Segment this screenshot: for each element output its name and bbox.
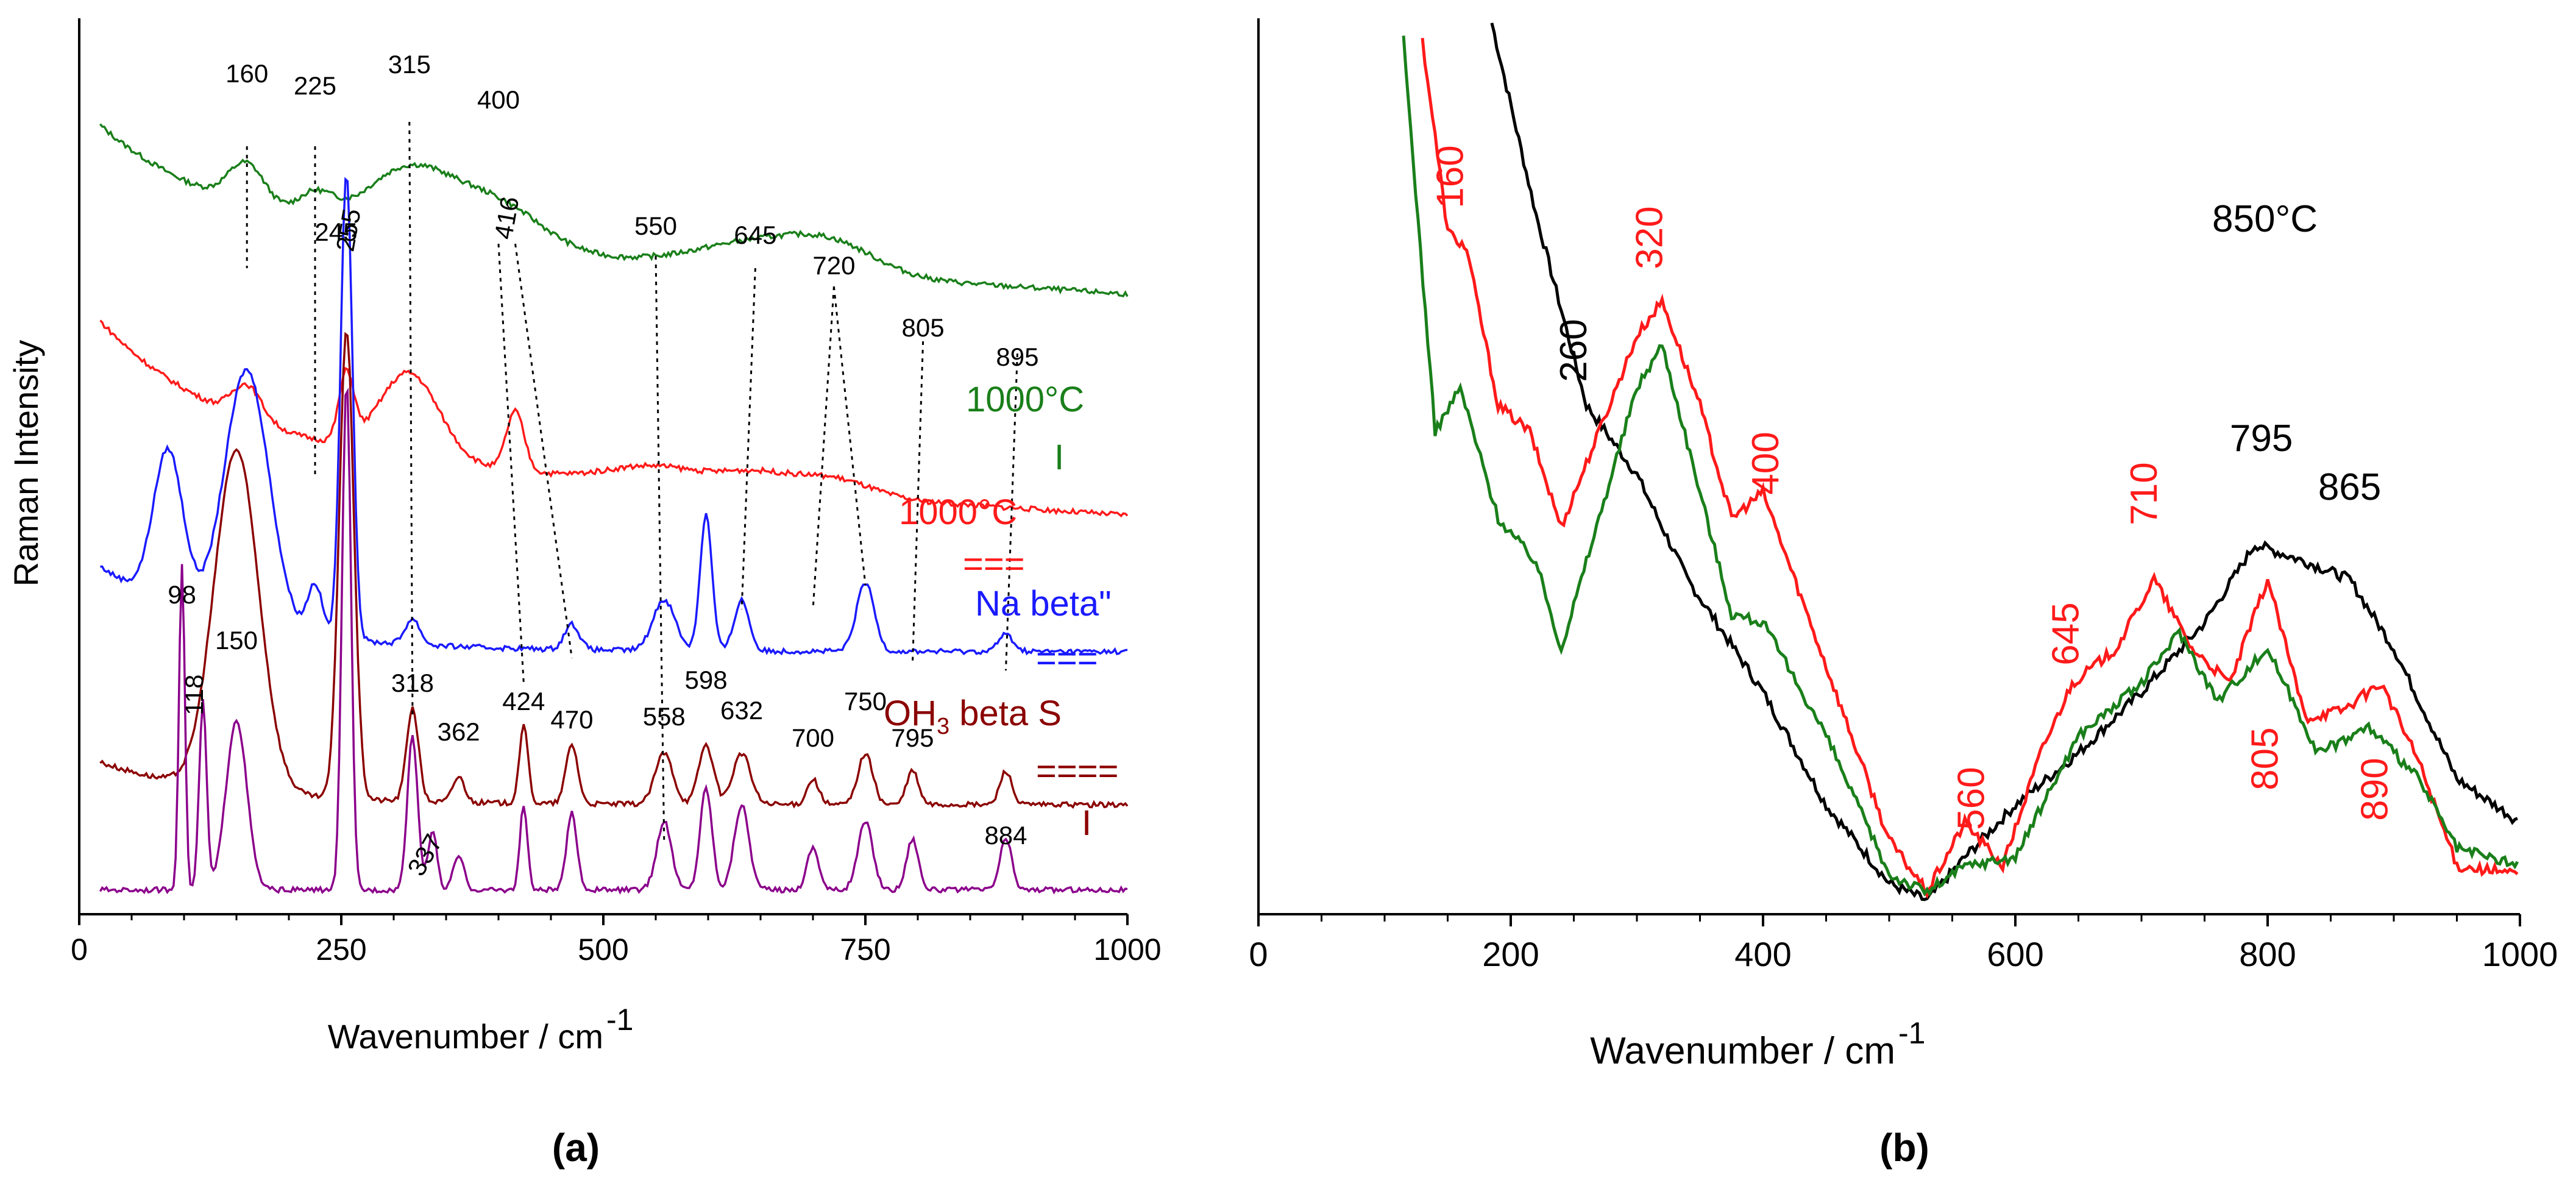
panel-a-guide-line (408, 121, 414, 720)
panel-b-label-black: 260 (1553, 319, 1595, 382)
panel-b-label-red: 710 (2123, 462, 2165, 525)
panel-b-tick-label: 600 (1987, 935, 2043, 973)
panel-b-spectrum-black (1490, 23, 2518, 901)
panel-a-peak-label: 805 (902, 313, 945, 342)
panel-a-peak-label: 558 (643, 702, 686, 731)
panel-b-label-red: 890 (2354, 758, 2396, 820)
panel-a-guide-line (740, 268, 756, 610)
panel-a-peak-label: 416 (489, 194, 524, 241)
panel-b-spectrum-green (1402, 35, 2519, 897)
panel-a-peak-label: 150 (215, 626, 258, 655)
panel-b-spectrum-red (1421, 38, 2519, 899)
panel-a-peak-label: 362 (438, 717, 480, 746)
panel-a-peak-label: 550 (634, 211, 677, 240)
panel-a-curves (99, 123, 1129, 895)
panel-b-tick-label: 800 (2239, 935, 2296, 973)
panel-b-label-red: 805 (2244, 727, 2287, 790)
panel-b-label-red: 645 (2045, 602, 2087, 665)
panel-b-curves (1402, 23, 2519, 901)
panel-a-peak-label: 598 (685, 666, 728, 694)
panel-a-series-label: OH3 beta S (884, 694, 1062, 739)
panel-a-guide-line (832, 286, 867, 586)
panel-a-guide-line (497, 243, 525, 683)
panel-b-x-label-sup: -1 (1898, 1016, 1925, 1050)
panel-a-dotted-guides (246, 121, 1018, 842)
panel-b-tick-label: 200 (1482, 935, 1539, 973)
caption-a: (a) (552, 1126, 600, 1170)
panel-a-tick-label: 750 (840, 933, 890, 967)
panel-a-peak-label: 895 (996, 343, 1038, 371)
panel-a-ticks: 0 250 500 750 1000 (71, 914, 1162, 967)
panel-b-tick-label: 400 (1734, 935, 1791, 973)
panel-a-tick-label: 250 (316, 933, 366, 967)
panel-a-peak-label: 750 (844, 687, 887, 716)
panel-b-label-red: 320 (1628, 206, 1670, 269)
panel-a-spectrum-red (99, 319, 1129, 517)
panel-a-series-label: I (1054, 438, 1064, 477)
panel-a-guide-line (1004, 353, 1018, 671)
panel-a-peak-label: 700 (792, 723, 834, 752)
panel-a-peak-label: 645 (734, 221, 776, 249)
panel-a-x-label-sup: -1 (606, 1003, 633, 1037)
panel-a-series-label: Na beta" (975, 584, 1112, 623)
panel-b-tick-label: 0 (1249, 935, 1268, 973)
panel-a-tick-label: 500 (578, 933, 628, 967)
panel-a-guide-line (911, 341, 924, 665)
panel-a-y-label: Raman Intensity (7, 340, 45, 587)
panel-a-axes (78, 18, 1127, 915)
panel-a-peak-label: 795 (891, 723, 934, 752)
panel-a-peak-label: 400 (477, 85, 520, 114)
panel-b-label-red: 560 (1950, 767, 1992, 830)
caption-b: (b) (1879, 1126, 1929, 1170)
panel-b-label-black: 865 (2318, 466, 2381, 508)
panel-b-ticks: 0 200 400 600 800 1000 (1249, 914, 2558, 973)
panel-a-series-label: 1000°C (966, 380, 1084, 419)
panel-a-peak-label: 225 (294, 71, 336, 100)
panel-a-tick-label: 0 (71, 933, 88, 967)
panel-a-peak-label: 318 (391, 669, 434, 697)
panel-a-guide-line (655, 255, 665, 842)
panel-a-peak-label: 118 (180, 675, 208, 716)
panel-a-series-label: === (1036, 639, 1098, 678)
panel-a-guide-line (514, 243, 573, 659)
panel-a-series-label: 1000°C (899, 492, 1017, 532)
panel-a-peak-label: 160 (225, 59, 268, 88)
panel-b-label-red: 400 (1745, 432, 1787, 494)
panel-a-peak-label: 470 (550, 705, 593, 734)
panel-a-spectrum-green (99, 123, 1129, 297)
panel-a-peak-label: 632 (720, 696, 763, 725)
panel-a-series-label: ==== (1036, 751, 1118, 791)
panel-b-label-black: 795 (2230, 417, 2293, 460)
panel-b-x-label: Wavenumber / cm (1590, 1030, 1895, 1072)
panel-a-peak-label: 255 (330, 207, 366, 254)
panel-a-peak-label: 98 (168, 580, 196, 609)
panel-a-series-label: === (963, 544, 1025, 584)
panel-b-label-red: 160 (1429, 145, 1471, 208)
panel-b-labels: 260 795 865 160 320 400 560 645 710 805 890 (1429, 145, 2396, 830)
panel-a-tick-label: 1000 (1093, 933, 1161, 967)
panel-a-peak-label: 315 (388, 50, 431, 79)
panel-a-series-label: I (1082, 803, 1091, 843)
panel-b-annotation: 850°C (2212, 198, 2318, 240)
panel-a-spectrum-blue (100, 177, 1128, 656)
panel-a-spectrum-purple (99, 387, 1128, 895)
panel-b-tick-label: 1000 (2482, 935, 2558, 973)
panel-a-guide-line (812, 286, 835, 610)
panel-a-peak-label: 424 (502, 687, 545, 716)
panel-a-peak-label: 884 (984, 821, 1027, 850)
panel-a-spectrum-darkred (99, 332, 1129, 809)
panel-a-x-label: Wavenumber / cm (328, 1017, 603, 1056)
panel-a-peak-label: 245 (314, 218, 357, 246)
panel-a-peak-label: 720 (812, 251, 855, 280)
